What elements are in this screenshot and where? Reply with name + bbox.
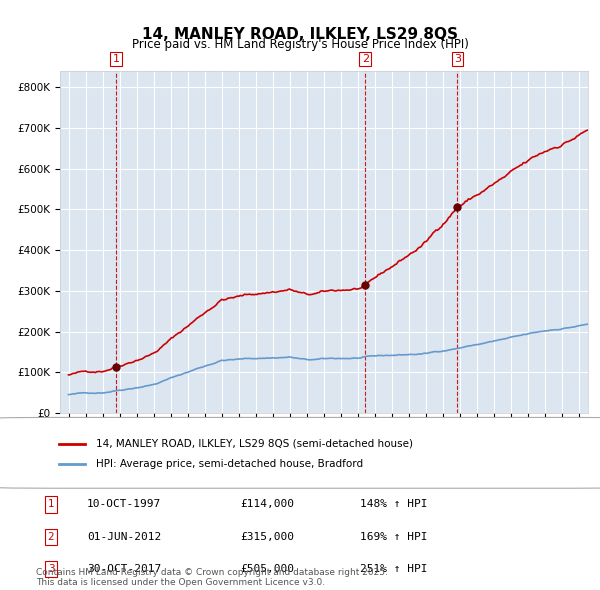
Text: 14, MANLEY ROAD, ILKLEY, LS29 8QS (semi-detached house): 14, MANLEY ROAD, ILKLEY, LS29 8QS (semi-… <box>95 439 413 449</box>
Text: £505,000: £505,000 <box>240 565 294 574</box>
Text: £114,000: £114,000 <box>240 500 294 509</box>
Text: 10-OCT-1997: 10-OCT-1997 <box>87 500 161 509</box>
Text: 1: 1 <box>112 54 119 64</box>
Text: HPI: Average price, semi-detached house, Bradford: HPI: Average price, semi-detached house,… <box>95 459 362 469</box>
Text: 2: 2 <box>362 54 369 64</box>
Text: 3: 3 <box>47 565 55 574</box>
Text: 30-OCT-2017: 30-OCT-2017 <box>87 565 161 574</box>
Text: 3: 3 <box>454 54 461 64</box>
Text: £315,000: £315,000 <box>240 532 294 542</box>
Text: 1: 1 <box>47 500 55 509</box>
Text: 169% ↑ HPI: 169% ↑ HPI <box>360 532 427 542</box>
Text: 251% ↑ HPI: 251% ↑ HPI <box>360 565 427 574</box>
Text: Price paid vs. HM Land Registry's House Price Index (HPI): Price paid vs. HM Land Registry's House … <box>131 38 469 51</box>
Text: 14, MANLEY ROAD, ILKLEY, LS29 8QS: 14, MANLEY ROAD, ILKLEY, LS29 8QS <box>142 27 458 41</box>
Text: 01-JUN-2012: 01-JUN-2012 <box>87 532 161 542</box>
Text: 2: 2 <box>47 532 55 542</box>
Text: Contains HM Land Registry data © Crown copyright and database right 2025.
This d: Contains HM Land Registry data © Crown c… <box>36 568 388 587</box>
FancyBboxPatch shape <box>0 418 600 489</box>
Text: 148% ↑ HPI: 148% ↑ HPI <box>360 500 427 509</box>
